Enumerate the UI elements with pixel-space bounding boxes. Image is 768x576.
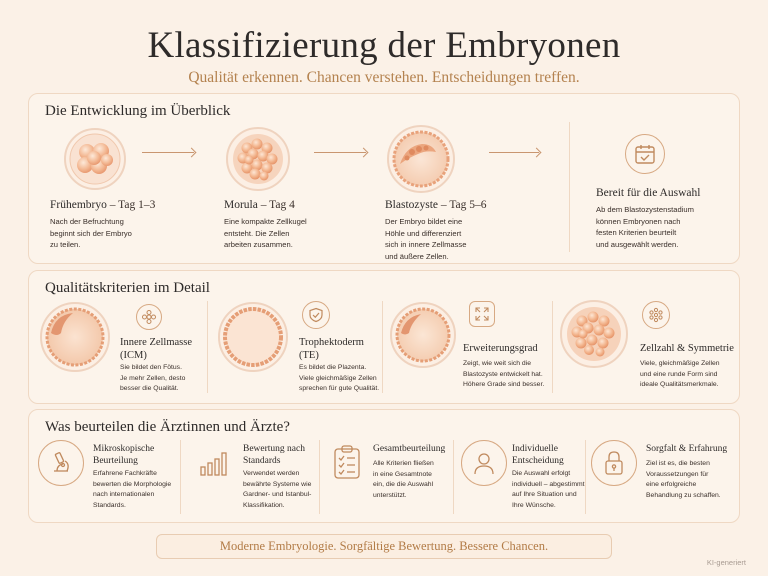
expand-arrows-icon (469, 301, 495, 327)
eval-1-name: Mikroskopische Beurteilung (93, 444, 155, 466)
criteria-panel: Qualitätskriterien im Detail Innere Zell… (28, 270, 740, 404)
icm-embryo-image (40, 302, 110, 372)
development-title: Die Entwicklung im Überblick (45, 103, 231, 119)
dots-circle-icon (642, 301, 670, 329)
page-subtitle: Qualität erkennen. Chancen verstehen. En… (188, 69, 580, 86)
criteria-title: Qualitätskriterien im Detail (45, 280, 210, 296)
shield-check-icon (302, 301, 330, 329)
eval-3-desc: Alle Kriterien fließen in eine Gesamtnote… (373, 460, 434, 499)
criterion-1-name: Innere Zellmasse (ICM) (120, 337, 193, 361)
stage-2-name: Morula – Tag 4 (224, 199, 295, 211)
stage-3-name: Blastozyste – Tag 5–6 (385, 199, 487, 211)
arrow-3-icon (489, 152, 539, 153)
blastocyst-image (387, 125, 455, 193)
criterion-2-name: Trophektoderm (TE) (299, 337, 364, 361)
footer-tagline: Moderne Embryologie. Sorgfältige Bewertu… (156, 534, 612, 559)
criterion-2-desc: Es bildet die Plazenta. Viele gleichmäßig… (299, 364, 380, 392)
stage-1-name: Frühembryo – Tag 1–3 (50, 199, 156, 211)
eval-4-desc: Die Auswahl erfolgt individuell – abgesti… (512, 470, 585, 509)
eval-3-name: Gesamtbeurteilung (373, 444, 446, 454)
morula-image (226, 127, 290, 191)
ready-name: Bereit für die Auswahl (596, 187, 701, 199)
page-title: Klassifizierung der Embryonen (147, 25, 621, 66)
calendar-check-icon (625, 134, 665, 174)
person-icon (461, 440, 507, 486)
te-embryo-image (218, 302, 288, 372)
eval-5-desc: Ziel ist es, die besten Voraussetzungen f… (646, 460, 721, 499)
clipboard-check-icon (327, 440, 367, 484)
eval-2-desc: Verwendet werden bewährte Systeme wie Gar… (243, 470, 312, 509)
stage-1-desc: Nach der Befruchtung beginnt sich der Em… (50, 217, 132, 249)
development-panel: Die Entwicklung im Überblick Frühembryo … (28, 93, 740, 264)
eval-1-desc: Erfahrene Fachkräfte bewerten die Morphol… (93, 470, 172, 509)
criterion-3-name: Erweiterungsgrad (463, 343, 538, 354)
criterion-1-desc: Sie bildet den Fötus. Je mehr Zellen, des… (120, 364, 186, 392)
early-embryo-image (64, 128, 126, 190)
lock-icon (591, 440, 637, 486)
microscope-icon (38, 440, 84, 486)
arrow-1-icon (142, 152, 194, 153)
eval-5-name: Sorgfalt & Erfahrung (646, 444, 728, 454)
cellcount-embryo-image (560, 300, 628, 368)
evaluation-panel: Was beurteilen die Ärztinnen und Ärzte? … (28, 409, 740, 523)
eval-4-name: Individuelle Entscheidung (512, 444, 564, 466)
criterion-4-desc: Viele, gleichmäßige Zellen und eine runde… (640, 360, 720, 388)
bar-chart-icon (191, 440, 235, 484)
arrow-2-icon (314, 152, 366, 153)
eval-2-name: Bewertung nach Standards (243, 444, 305, 466)
flower-cells-icon (136, 304, 162, 330)
criterion-4-name: Zellzahl & Symmetrie (640, 343, 734, 354)
criterion-3-desc: Zeigt, wie weit sich die Blastozyste entw… (463, 360, 545, 388)
ai-generated-label: KI-generiert (706, 558, 746, 567)
expansion-embryo-image (390, 302, 456, 368)
evaluation-title: Was beurteilen die Ärztinnen und Ärzte? (45, 419, 290, 435)
stage-2-desc: Eine kompakte Zellkugel entsteht. Die Ze… (224, 217, 307, 249)
stage-3-desc: Der Embryo bildet eine Höhle und differe… (385, 217, 467, 261)
ready-desc: Ab dem Blastozystenstadium können Embryo… (596, 205, 694, 249)
